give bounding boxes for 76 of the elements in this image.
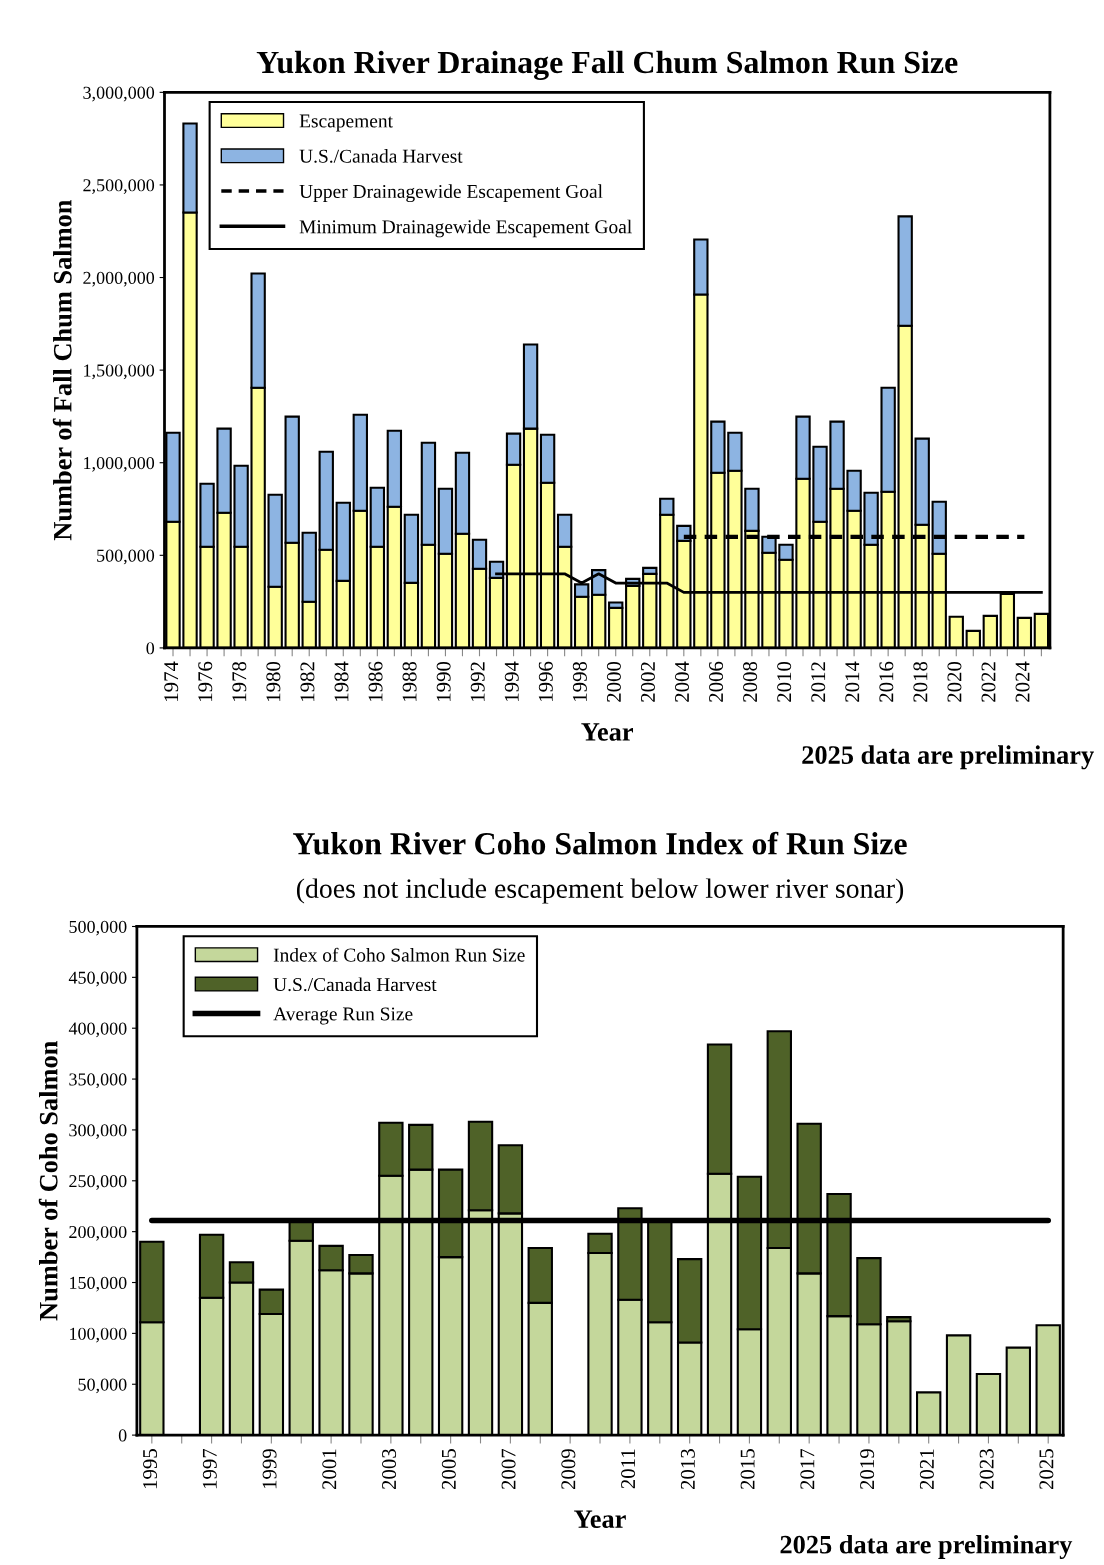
y-tick-label: 1,000,000 — [84, 456, 155, 472]
y-tick-label: 400,000 — [68, 1022, 127, 1038]
x-tick-label: 1997 — [202, 1448, 217, 1489]
x-tick-label: 2012 — [811, 662, 826, 702]
x-tick-label: 2021 — [919, 1449, 934, 1490]
x-tick-label: 1982 — [300, 662, 315, 701]
x-tick-label: 2004 — [674, 661, 690, 702]
legend-label: Average Run Size — [273, 1007, 413, 1025]
x-tick-label: 2022 — [981, 662, 996, 702]
x-tick-label: 1974 — [164, 661, 179, 701]
x-tick-label: 2023 — [979, 1449, 994, 1490]
x-tick-label: 2014 — [845, 661, 860, 702]
x-tick-label: 2015 — [740, 1449, 755, 1490]
x-tick-label: 2006 — [709, 661, 724, 702]
x-tick-label: 2011 — [621, 1449, 636, 1489]
x-tick-label: 2024 — [1015, 661, 1030, 702]
x-tick-label: 2017 — [800, 1448, 815, 1490]
y-tick-label: 2,500,000 — [83, 179, 155, 194]
legend-label: U.S./Canada Harvest — [273, 977, 437, 992]
x-tick-label: 2007 — [501, 1448, 516, 1490]
y-tick-label: 300,000 — [69, 1124, 127, 1139]
x-tick-label: 1999 — [262, 1449, 277, 1489]
y-tick-label: 0 — [118, 1429, 127, 1442]
x-tick-label: 1980 — [266, 661, 281, 701]
x-tick-label: 2013 — [680, 1449, 695, 1490]
text: 2025 data are preliminary — [802, 745, 1094, 770]
y-tick-label: 100,000 — [70, 1327, 127, 1343]
x-tick-label: 2000 — [606, 661, 621, 702]
text: 2025 data are preliminary — [780, 1535, 1073, 1560]
x-tick-label: 1990 — [436, 661, 451, 701]
y-tick-label: 50,000 — [78, 1378, 127, 1394]
x-tick-label: 2010 — [777, 661, 792, 702]
x-tick-label: 2008 — [743, 661, 758, 702]
legend-label: Escapement — [299, 114, 393, 132]
x-axis-title: Year — [581, 723, 633, 741]
legend-label: Upper Drainagewide Escapement Goal — [299, 184, 603, 203]
y-axis-title: Number of Coho Salmon — [38, 1041, 58, 1321]
x-tick-label: 2001 — [322, 1449, 337, 1490]
y-tick-label: 1,500,000 — [84, 364, 155, 380]
y-tick-label: 350,000 — [69, 1073, 127, 1089]
x-tick-label: 1996 — [538, 661, 553, 701]
chart-subtitle: (does not include escapement below lower river sonar) — [296, 878, 904, 904]
y-tick-label: 200,000 — [69, 1225, 127, 1241]
legend-label: Minimum Drainagewide Escapement Goal — [299, 219, 632, 238]
x-tick-label: 2016 — [879, 661, 894, 702]
x-tick-label: 2025 — [1039, 1449, 1054, 1490]
y-tick-label: 0 — [146, 642, 155, 655]
x-tick-label: 2018 — [913, 661, 928, 702]
x-tick-label: 1995 — [143, 1449, 158, 1489]
x-tick-label: 2009 — [561, 1449, 576, 1490]
y-tick-label: 150,000 — [70, 1276, 127, 1292]
y-tick-label: 500,000 — [97, 549, 155, 565]
x-tick-label: 2019 — [860, 1449, 875, 1490]
y-tick-label: 250,000 — [69, 1175, 127, 1190]
y-tick-label: 2,000,000 — [83, 271, 155, 287]
x-tick-label: 2020 — [947, 661, 962, 702]
y-tick-label: 500,000 — [69, 920, 127, 936]
y-tick-label: 450,000 — [68, 971, 127, 987]
x-tick-label: 1992 — [470, 662, 485, 701]
legend-label: Index of Coho Salmon Run Size — [273, 947, 525, 962]
chart-title: Yukon River Coho Salmon Index of Run Size — [293, 831, 907, 855]
x-tick-label: 1988 — [402, 661, 417, 701]
x-tick-label: 1978 — [232, 661, 247, 701]
y-axis-title: Number of Fall Chum Salmon — [52, 199, 72, 541]
x-tick-label: 2005 — [441, 1449, 456, 1490]
chart-title: Yukon River Drainage Fall Chum Salmon Run Size — [256, 50, 958, 80]
y-tick-label: 3,000,000 — [83, 86, 155, 102]
x-tick-label: 1998 — [572, 661, 587, 701]
x-tick-label: 2002 — [640, 662, 655, 702]
x-tick-label: 1986 — [368, 661, 383, 701]
x-axis-title: Year — [574, 1510, 626, 1528]
x-tick-label: 1984 — [334, 661, 349, 701]
x-tick-label: 2003 — [382, 1449, 397, 1490]
x-tick-label: 1976 — [198, 661, 213, 701]
legend-label: U.S./Canada Harvest — [299, 149, 463, 163]
x-tick-label: 1994 — [504, 661, 519, 701]
